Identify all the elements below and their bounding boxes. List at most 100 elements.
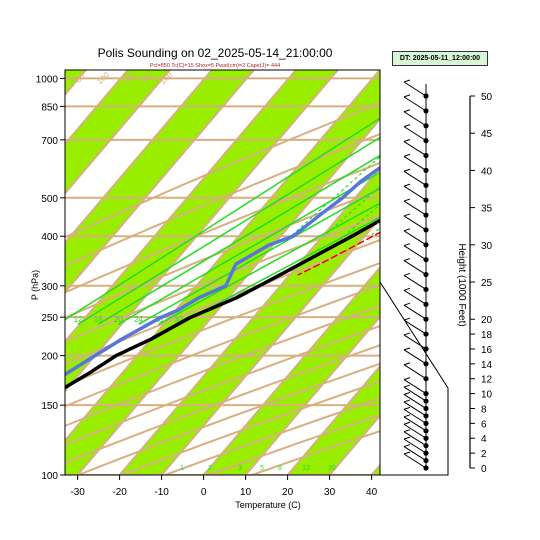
moist-adiabat [118, 171, 380, 325]
wind-barb-flag [403, 168, 411, 172]
moist-adiabat-label: 20 [114, 315, 123, 324]
dry-adiabat [65, 102, 380, 239]
height-tick-label: 20 [481, 315, 493, 326]
x-tick-label: -30 [70, 487, 85, 498]
p-tick-label: 1000 [36, 74, 59, 85]
isotherm [202, 265, 380, 475]
isotherm [65, 70, 171, 195]
dry-adiabat [65, 262, 380, 387]
height-tick-label: 50 [481, 92, 493, 103]
dry-adiabat-label: 10 [375, 217, 388, 230]
moist-adiabat [77, 136, 380, 325]
x-tick-label: -10 [154, 487, 169, 498]
isotherm [414, 70, 540, 475]
wind-barb-flag [403, 302, 411, 306]
isotherm [160, 216, 380, 475]
wind-barb-flag [403, 198, 411, 202]
wind-barb [403, 423, 427, 439]
x-tick-label: 10 [240, 487, 252, 498]
isotherm [498, 70, 540, 475]
dry-adiabat [65, 161, 380, 294]
moist-adiabat-label: 24 [134, 315, 143, 324]
mixing-ratio-lines [290, 70, 540, 237]
dry-adiabat-label: -10 [374, 309, 389, 324]
wind-barb [403, 185, 427, 201]
dry-adiabat-label: 20 [375, 167, 388, 180]
mixing-ratio-line [419, 70, 540, 236]
wind-barb [403, 200, 427, 216]
wind-barb-flag [403, 139, 411, 142]
dry-adiabat [65, 239, 380, 366]
isotherm [286, 364, 380, 475]
wind-barb-flag [403, 287, 411, 291]
wind-barb-flag [403, 109, 411, 113]
x-axis-label: Temperature (C) [235, 500, 301, 510]
wind-barb-flag [403, 79, 411, 83]
isotherm [65, 70, 213, 245]
mixing-ratio-line [290, 155, 380, 237]
height-tick-label: 4 [481, 434, 487, 445]
wind-barb-flag [403, 228, 411, 232]
wind-barb-flag [403, 436, 411, 440]
wind-barb [403, 155, 427, 171]
moist-adiabat-label: 16 [94, 315, 103, 324]
dry-adiabat-lines [65, 102, 380, 475]
wind-barb [403, 431, 427, 447]
wind-barb-flag [403, 183, 411, 187]
height-tick-label: 2 [481, 449, 487, 460]
chart-subtitle: Pcl=850 Tc(C)=15 Shox=5 Pwat(cm)=2 Cape(… [150, 63, 280, 69]
parcel-line [297, 231, 380, 276]
dry-adiabat-label: 100 [95, 70, 111, 86]
mixing-ratio-label: 20 [328, 465, 336, 472]
dry-adiabat [65, 214, 380, 343]
height-tick-label: 25 [481, 278, 493, 289]
isotherm [65, 70, 297, 344]
x-tick-label: 40 [366, 487, 378, 498]
p-tick-label: 200 [41, 352, 58, 363]
wind-barb-flag [403, 94, 411, 98]
wind-barb-flag [403, 153, 411, 157]
height-tick-label: 12 [481, 375, 493, 386]
height-axis-label: Height (1000 Feet) [456, 243, 467, 326]
x-tick-label: 20 [282, 487, 294, 498]
wind-barb-flag [403, 317, 411, 321]
wind-barb [403, 170, 427, 186]
wind-barb-flag [403, 414, 411, 418]
wind-barb-flag [403, 451, 411, 455]
p-tick-label: 250 [41, 313, 58, 324]
wind-barb [403, 349, 427, 365]
mixing-ratio-label: 3 [238, 465, 242, 472]
p-tick-label: 850 [41, 102, 58, 113]
wind-barb-flag [403, 406, 411, 410]
moist-adiabat [178, 216, 380, 325]
wind-barb [403, 230, 427, 246]
wind-barb [403, 245, 427, 261]
wind-barb-flag [403, 243, 411, 247]
moist-adiabat-label: 12 [74, 315, 83, 324]
wind-barb [403, 453, 427, 469]
p-tick-label: 400 [41, 232, 58, 243]
moist-adiabat-label: 32 [174, 315, 183, 324]
x-tick-label: 30 [324, 487, 336, 498]
isotherm [76, 117, 380, 475]
dry-adiabat [65, 304, 380, 428]
wind-barb-flag [403, 429, 411, 433]
wind-barb-flag [403, 399, 411, 403]
isotherm [65, 70, 129, 146]
wind-barb-flag [403, 258, 411, 262]
p-tick-label: 150 [41, 401, 58, 412]
height-tick-label: 6 [481, 419, 487, 430]
height-axis: 0 2 4 6 8 10 12 14 16 18 20 25 30 35 40 45 50 [469, 92, 493, 475]
wind-barb-flag [403, 362, 411, 366]
wind-barb [403, 126, 427, 142]
wind-barb [403, 111, 427, 127]
y-axis: 100 150 200 250 300 400 500 700 850 1000 [36, 74, 65, 482]
mixing-ratio-label: 8 [278, 465, 282, 472]
wind-barb [403, 394, 427, 409]
height-tick-label: 10 [481, 390, 493, 401]
wind-barb-flag [403, 124, 411, 128]
wind-barb [403, 275, 427, 290]
height-tick-label: 0 [481, 464, 487, 475]
wind-barb-flag [403, 272, 411, 276]
wind-barb [403, 304, 427, 320]
